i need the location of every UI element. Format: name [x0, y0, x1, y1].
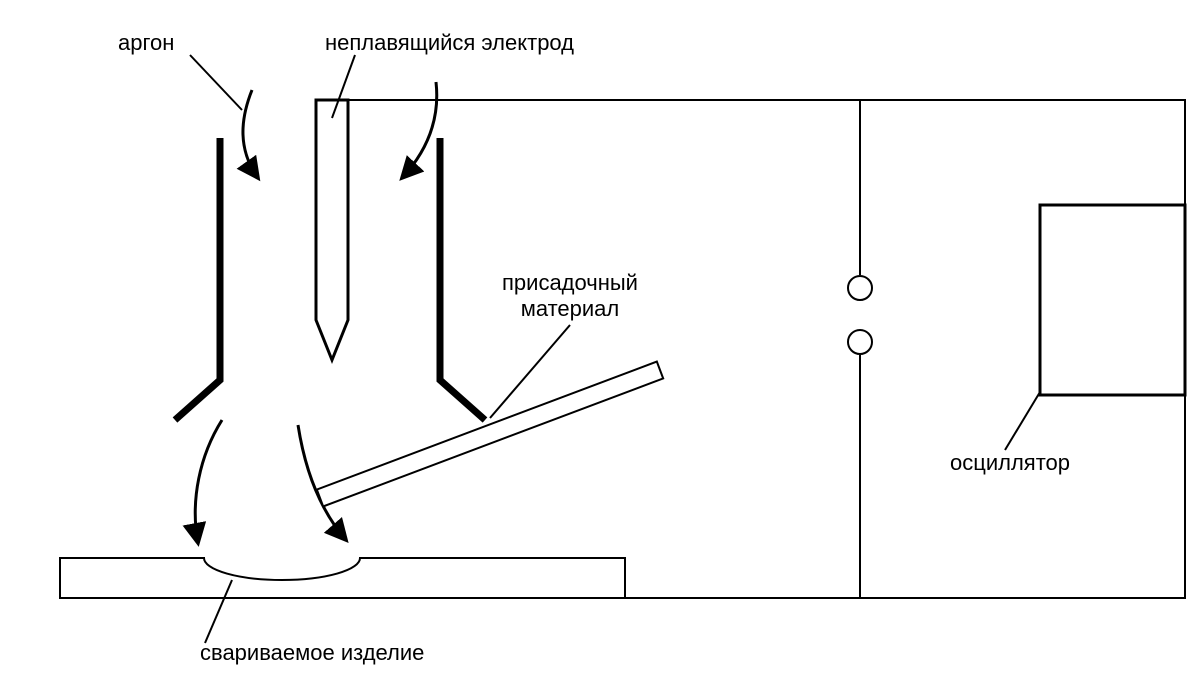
workpiece	[60, 558, 625, 598]
electrode	[316, 100, 348, 360]
label-argon: аргон	[118, 30, 174, 55]
terminal-bottom	[848, 330, 872, 354]
label-electrode: неплавящийся электрод	[325, 30, 574, 55]
label-filler-l2: материал	[521, 296, 620, 321]
label-filler-l1: присадочный	[502, 270, 638, 295]
oscillator-box	[1040, 205, 1185, 395]
label-oscillator: осциллятор	[950, 450, 1070, 475]
filler-rod	[317, 362, 663, 507]
terminal-top	[848, 276, 872, 300]
circuit-wiring	[332, 100, 1185, 598]
welding-schematic: аргон неплавящийся электрод присадочный …	[0, 0, 1200, 700]
label-workpiece: свариваемое изделие	[200, 640, 424, 665]
